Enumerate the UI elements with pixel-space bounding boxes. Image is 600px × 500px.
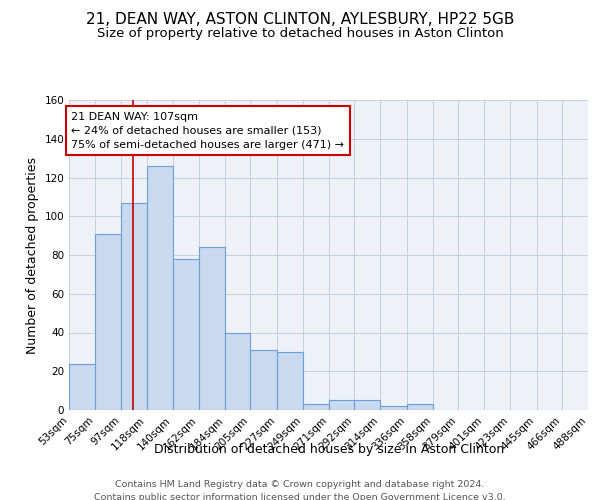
Bar	[380, 406, 407, 410]
Bar	[146, 166, 173, 410]
Text: Contains HM Land Registry data © Crown copyright and database right 2024.
Contai: Contains HM Land Registry data © Crown c…	[94, 480, 506, 500]
Bar	[250, 350, 277, 410]
Bar	[303, 404, 329, 410]
Text: 21 DEAN WAY: 107sqm
← 24% of detached houses are smaller (153)
75% of semi-detac: 21 DEAN WAY: 107sqm ← 24% of detached ho…	[71, 112, 344, 150]
Bar	[354, 400, 380, 410]
Bar	[173, 259, 199, 410]
Bar	[277, 352, 303, 410]
Y-axis label: Number of detached properties: Number of detached properties	[26, 156, 39, 354]
Bar	[407, 404, 433, 410]
Bar	[225, 332, 250, 410]
Text: Distribution of detached houses by size in Aston Clinton: Distribution of detached houses by size …	[154, 442, 504, 456]
Bar	[199, 247, 225, 410]
Bar	[69, 364, 95, 410]
Bar	[329, 400, 354, 410]
Text: Size of property relative to detached houses in Aston Clinton: Size of property relative to detached ho…	[97, 28, 503, 40]
Bar	[121, 202, 146, 410]
Bar	[95, 234, 121, 410]
Text: 21, DEAN WAY, ASTON CLINTON, AYLESBURY, HP22 5GB: 21, DEAN WAY, ASTON CLINTON, AYLESBURY, …	[86, 12, 514, 28]
